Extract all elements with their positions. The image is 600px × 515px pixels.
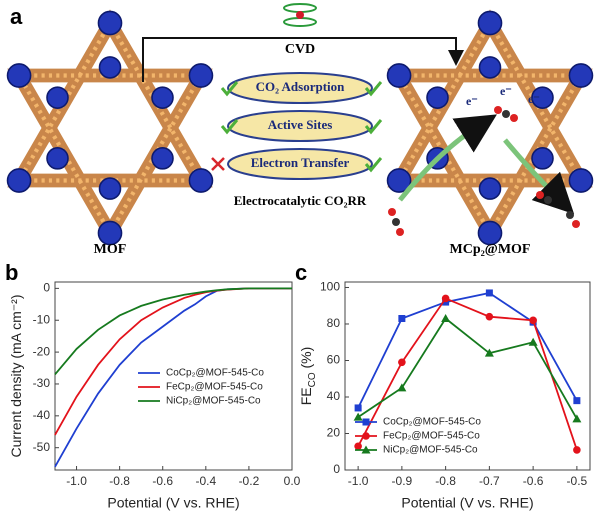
electron: e⁻: [500, 84, 512, 98]
feature-ovals: [227, 72, 373, 180]
cvd-label: CVD: [285, 42, 315, 57]
x-tick-label: -1.0: [348, 474, 369, 488]
x-tick-label: -0.7: [479, 474, 500, 488]
electron: e⁻: [528, 92, 540, 106]
marker: [398, 315, 406, 323]
x-axis-label: Potential (V vs. RHE): [107, 495, 239, 511]
y-axis-label-part: (%): [298, 347, 314, 373]
y-axis-label-part: FE: [298, 387, 314, 405]
marker: [572, 414, 582, 423]
legend-label: CoCp₂@MOF-545-Co: [166, 368, 264, 379]
panel-label: a: [10, 4, 23, 29]
series-line: [357, 297, 578, 451]
marker: [354, 442, 362, 451]
marker: [362, 432, 370, 440]
y-tick-label: -30: [33, 376, 51, 390]
y-tick-label: -50: [33, 440, 51, 454]
y-axis-label-part: CO: [307, 372, 318, 387]
x-tick-label: -0.9: [392, 474, 413, 488]
x-tick-label: -0.5: [567, 474, 588, 488]
flow-arrow: [503, 138, 575, 215]
reaction-label: Electrocatalytic CO₂RR: [234, 193, 367, 208]
marker: [485, 312, 494, 321]
marker: [353, 412, 363, 421]
panel-label: b: [5, 260, 18, 285]
chart: b -1.0 -0.8 -0.6 -0.4 -0.2 0.0 0 -10 -20 -30 -40 -50…: [5, 260, 301, 511]
electron: e⁻: [466, 94, 478, 108]
y-tick-label: 20: [327, 426, 341, 440]
series-line: [357, 317, 578, 420]
mof-label: MCp₂@MOF: [450, 242, 531, 257]
series-line: [54, 287, 292, 436]
y-axis-label: FECO (%): [298, 347, 318, 406]
cross: [211, 157, 225, 171]
marker: [573, 446, 581, 454]
flow-arrow: [398, 114, 497, 202]
y-tick-label: -40: [33, 408, 51, 422]
plot-frame: [344, 281, 591, 471]
schematic: a CVD CO₂ Adsorption Active Sites Electr…: [8, 3, 593, 257]
x-tick-label: -0.6: [523, 474, 544, 488]
panel-label: c: [295, 260, 307, 285]
x-tick-label: -0.8: [435, 474, 456, 488]
x-tick-label: -0.2: [239, 474, 260, 488]
series-line: [357, 291, 578, 409]
feature: Electron Transfer: [251, 155, 350, 170]
x-tick-label: -0.6: [152, 474, 173, 488]
y-tick-label: 80: [327, 316, 341, 330]
y-tick-label: 0: [43, 281, 50, 295]
mof-structure: [8, 11, 213, 244]
chart: c -1.0 -0.9 -0.8 -0.7 -0.6 -0.5 0 20 40 60 80 100 Pot…: [295, 260, 591, 511]
marker: [528, 337, 538, 346]
series-line: [54, 287, 292, 375]
marker: [485, 289, 493, 297]
y-tick-label: 40: [327, 389, 341, 403]
co2-molecules: [388, 106, 580, 236]
legend: CoCp₂@MOF-545-Co FeCp₂@MOF-545-Co NiCp₂@MO…: [355, 417, 481, 456]
y-tick-label: -20: [33, 344, 51, 358]
marker: [529, 316, 537, 325]
legend-label: NiCp₂@MOF-545-Co: [383, 445, 478, 456]
y-axis-label-part: Current density (mA cm⁻²): [8, 295, 24, 458]
x-axis-label: Potential (V vs. RHE): [401, 495, 533, 511]
x-tick-label: -0.8: [109, 474, 130, 488]
marker: [398, 358, 406, 367]
legend-label: NiCp₂@MOF-545-Co: [166, 396, 261, 407]
marker: [397, 383, 407, 392]
legend-label: FeCp₂@MOF-545-Co: [383, 431, 480, 442]
mof-label: MOF: [94, 242, 127, 257]
legend-label: CoCp₂@MOF-545-Co: [383, 417, 481, 428]
arrow: [142, 37, 464, 82]
marker: [354, 404, 362, 412]
x-tick-label: -1.0: [66, 474, 87, 488]
y-axis-label: Current density (mA cm⁻²): [8, 295, 24, 458]
y-tick-label: 60: [327, 353, 341, 367]
y-tick-label: 100: [320, 280, 340, 294]
y-tick-label: -10: [33, 312, 51, 326]
checkmarks: [220, 81, 383, 173]
x-tick-label: -0.4: [195, 474, 216, 488]
legend-label: FeCp₂@MOF-545-Co: [166, 382, 263, 393]
marker: [573, 397, 581, 405]
legend: CoCp₂@MOF-545-Co FeCp₂@MOF-545-Co NiCp₂@MO…: [138, 368, 264, 407]
x-tick-label: 0.0: [284, 474, 301, 488]
marker: [361, 445, 371, 454]
ferrocene-icon: [283, 3, 317, 27]
marker: [441, 294, 450, 303]
feature: CO₂ Adsorption: [256, 79, 346, 94]
marker: [441, 314, 451, 323]
plot-frame: [54, 281, 293, 471]
marker: [362, 418, 370, 426]
mof-structure: [388, 11, 593, 244]
y-tick-label: 0: [333, 462, 340, 476]
feature: Active Sites: [268, 117, 333, 132]
marker: [484, 348, 494, 357]
